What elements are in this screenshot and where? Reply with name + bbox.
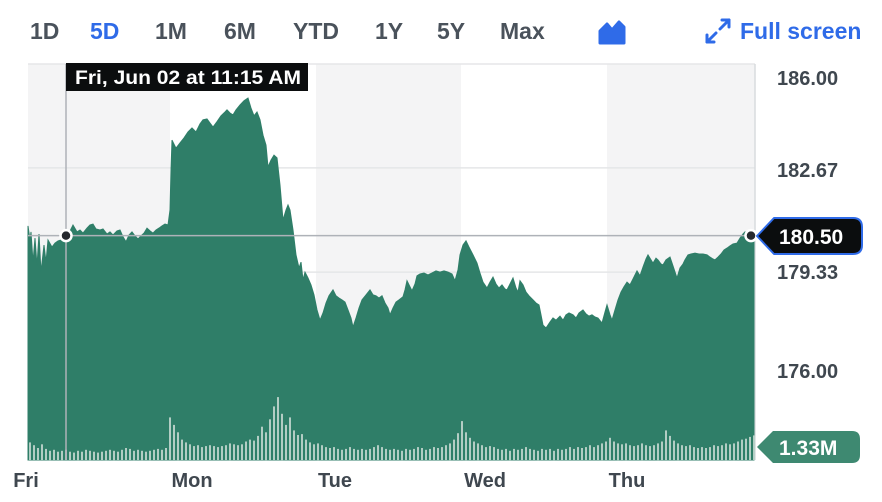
range-button-1m[interactable]: 1M — [155, 18, 187, 44]
hover-tooltip: Fri, Jun 02 at 11:15 AM — [66, 63, 308, 91]
y-tick-179_33: 179.33 — [777, 262, 838, 284]
range-button-5y[interactable]: 5Y — [437, 18, 466, 44]
x-tick-wed: Wed — [464, 470, 506, 492]
x-tick-tue: Tue — [318, 470, 352, 492]
range-button-max[interactable]: Max — [500, 18, 545, 44]
x-tick-mon: Mon — [171, 470, 212, 492]
fullscreen-button[interactable]: Full screen — [705, 15, 861, 47]
y-tick-176: 176.00 — [777, 361, 838, 383]
price-badge-shape — [756, 217, 863, 255]
range-button-1y[interactable]: 1Y — [375, 18, 404, 44]
price-area-series — [27, 97, 755, 461]
range-button-ytd[interactable]: YTD — [293, 18, 339, 44]
tooltip-text: Fri, Jun 02 at 11:15 AM — [75, 68, 301, 89]
range-button-5d[interactable]: 5D — [90, 18, 120, 44]
volume-badge-value: 1.33M — [779, 437, 837, 460]
y-axis-labels: 186.00 182.67 179.33 176.00 — [777, 68, 838, 383]
price-badge: 180.50 — [756, 217, 863, 255]
volume-bars — [29, 397, 755, 461]
y-tick-186: 186.00 — [777, 68, 838, 90]
hover-point-dot — [59, 228, 73, 243]
fullscreen-label: Full screen — [740, 18, 862, 44]
volume-badge: 1.33M — [757, 431, 860, 463]
expand-arrows-icon — [705, 18, 731, 44]
chart-type-button[interactable] — [597, 19, 627, 49]
x-tick-thu: Thu — [609, 470, 646, 492]
price-badge-value: 180.50 — [779, 226, 843, 249]
volume-badge-shape — [757, 431, 860, 463]
range-button-6m[interactable]: 6M — [224, 18, 256, 44]
chart-toolbar: 1D 5D 1M 6M YTD 1Y 5Y Max Full screen — [0, 0, 882, 58]
y-tick-182_67: 182.67 — [777, 160, 838, 182]
area-chart-icon — [598, 20, 626, 45]
last-price-dot — [744, 228, 758, 243]
x-tick-fri: Fri — [13, 470, 39, 492]
x-axis-labels: Fri Mon Tue Wed Thu — [13, 470, 645, 492]
range-button-1d[interactable]: 1D — [30, 18, 60, 44]
